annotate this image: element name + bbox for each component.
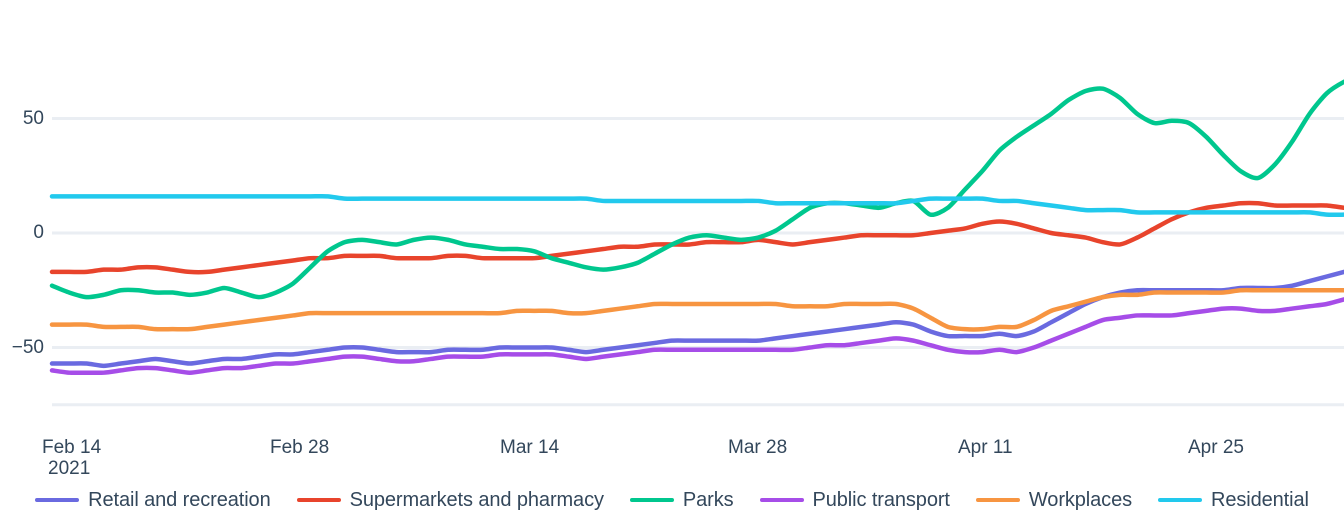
legend-swatch-icon — [629, 498, 674, 502]
legend-label: Supermarkets and pharmacy — [349, 488, 604, 511]
x-tick-label-year: 2021 — [48, 457, 91, 479]
legend-label: Public transport — [812, 488, 950, 511]
legend-label: Residential — [1211, 488, 1309, 511]
x-tick-label: Feb 28 — [270, 437, 330, 459]
x-tick-label-main: Feb 28 — [270, 437, 330, 458]
legend-swatch-icon — [296, 498, 341, 502]
series-line-supermarkets-and-pharmacy — [49, 200, 1344, 275]
legend-label: Retail and recreation — [88, 488, 271, 511]
x-tick-label: Feb 14 2021 — [42, 437, 102, 480]
legend-swatch-icon — [975, 498, 1020, 502]
legend-item-residential[interactable]: Residential — [1158, 489, 1309, 512]
legend-item-public-transport[interactable]: Public transport — [759, 488, 950, 512]
x-tick-label-main: Mar 14 — [500, 437, 560, 458]
series-lines — [49, 79, 1344, 376]
legend-item-workplaces[interactable]: Workplaces — [975, 488, 1132, 512]
series-line-public-transport — [49, 297, 1344, 376]
series-line-retail-and-recreation — [49, 269, 1344, 369]
legend-item-parks[interactable]: Parks — [629, 488, 734, 512]
legend-item-supermarkets-and-pharmacy[interactable]: Supermarkets and pharmacy — [296, 488, 604, 512]
series-line-parks — [49, 79, 1344, 300]
series-line-residential — [49, 193, 1344, 218]
x-tick-label-main: Mar 28 — [728, 437, 788, 458]
x-tick-label: Apr 11 — [958, 437, 1013, 459]
x-tick-label: Mar 28 — [728, 437, 788, 459]
chart-legend: Retail and recreation Supermarkets and ph… — [0, 481, 1344, 519]
legend-swatch-icon — [759, 498, 804, 502]
y-tick-label: 50 — [22, 107, 44, 129]
legend-swatch-icon — [35, 498, 80, 502]
legend-item-retail-and-recreation[interactable]: Retail and recreation — [35, 488, 271, 512]
y-tick-label: −50 — [11, 336, 44, 358]
legend-swatch-icon — [1158, 498, 1202, 502]
x-tick-label: Mar 14 — [500, 437, 560, 459]
y-tick-label: 0 — [33, 222, 44, 243]
gridlines — [52, 117, 1344, 407]
x-tick-label-main: Feb 14 — [42, 437, 102, 458]
series-line-workplaces — [49, 287, 1344, 332]
legend-label: Workplaces — [1028, 488, 1132, 511]
x-tick-label-main: Apr 11 — [958, 437, 1013, 458]
x-tick-label: Apr 25 — [1188, 437, 1244, 459]
x-tick-label-main: Apr 25 — [1188, 437, 1244, 458]
legend-label: Parks — [682, 488, 734, 511]
